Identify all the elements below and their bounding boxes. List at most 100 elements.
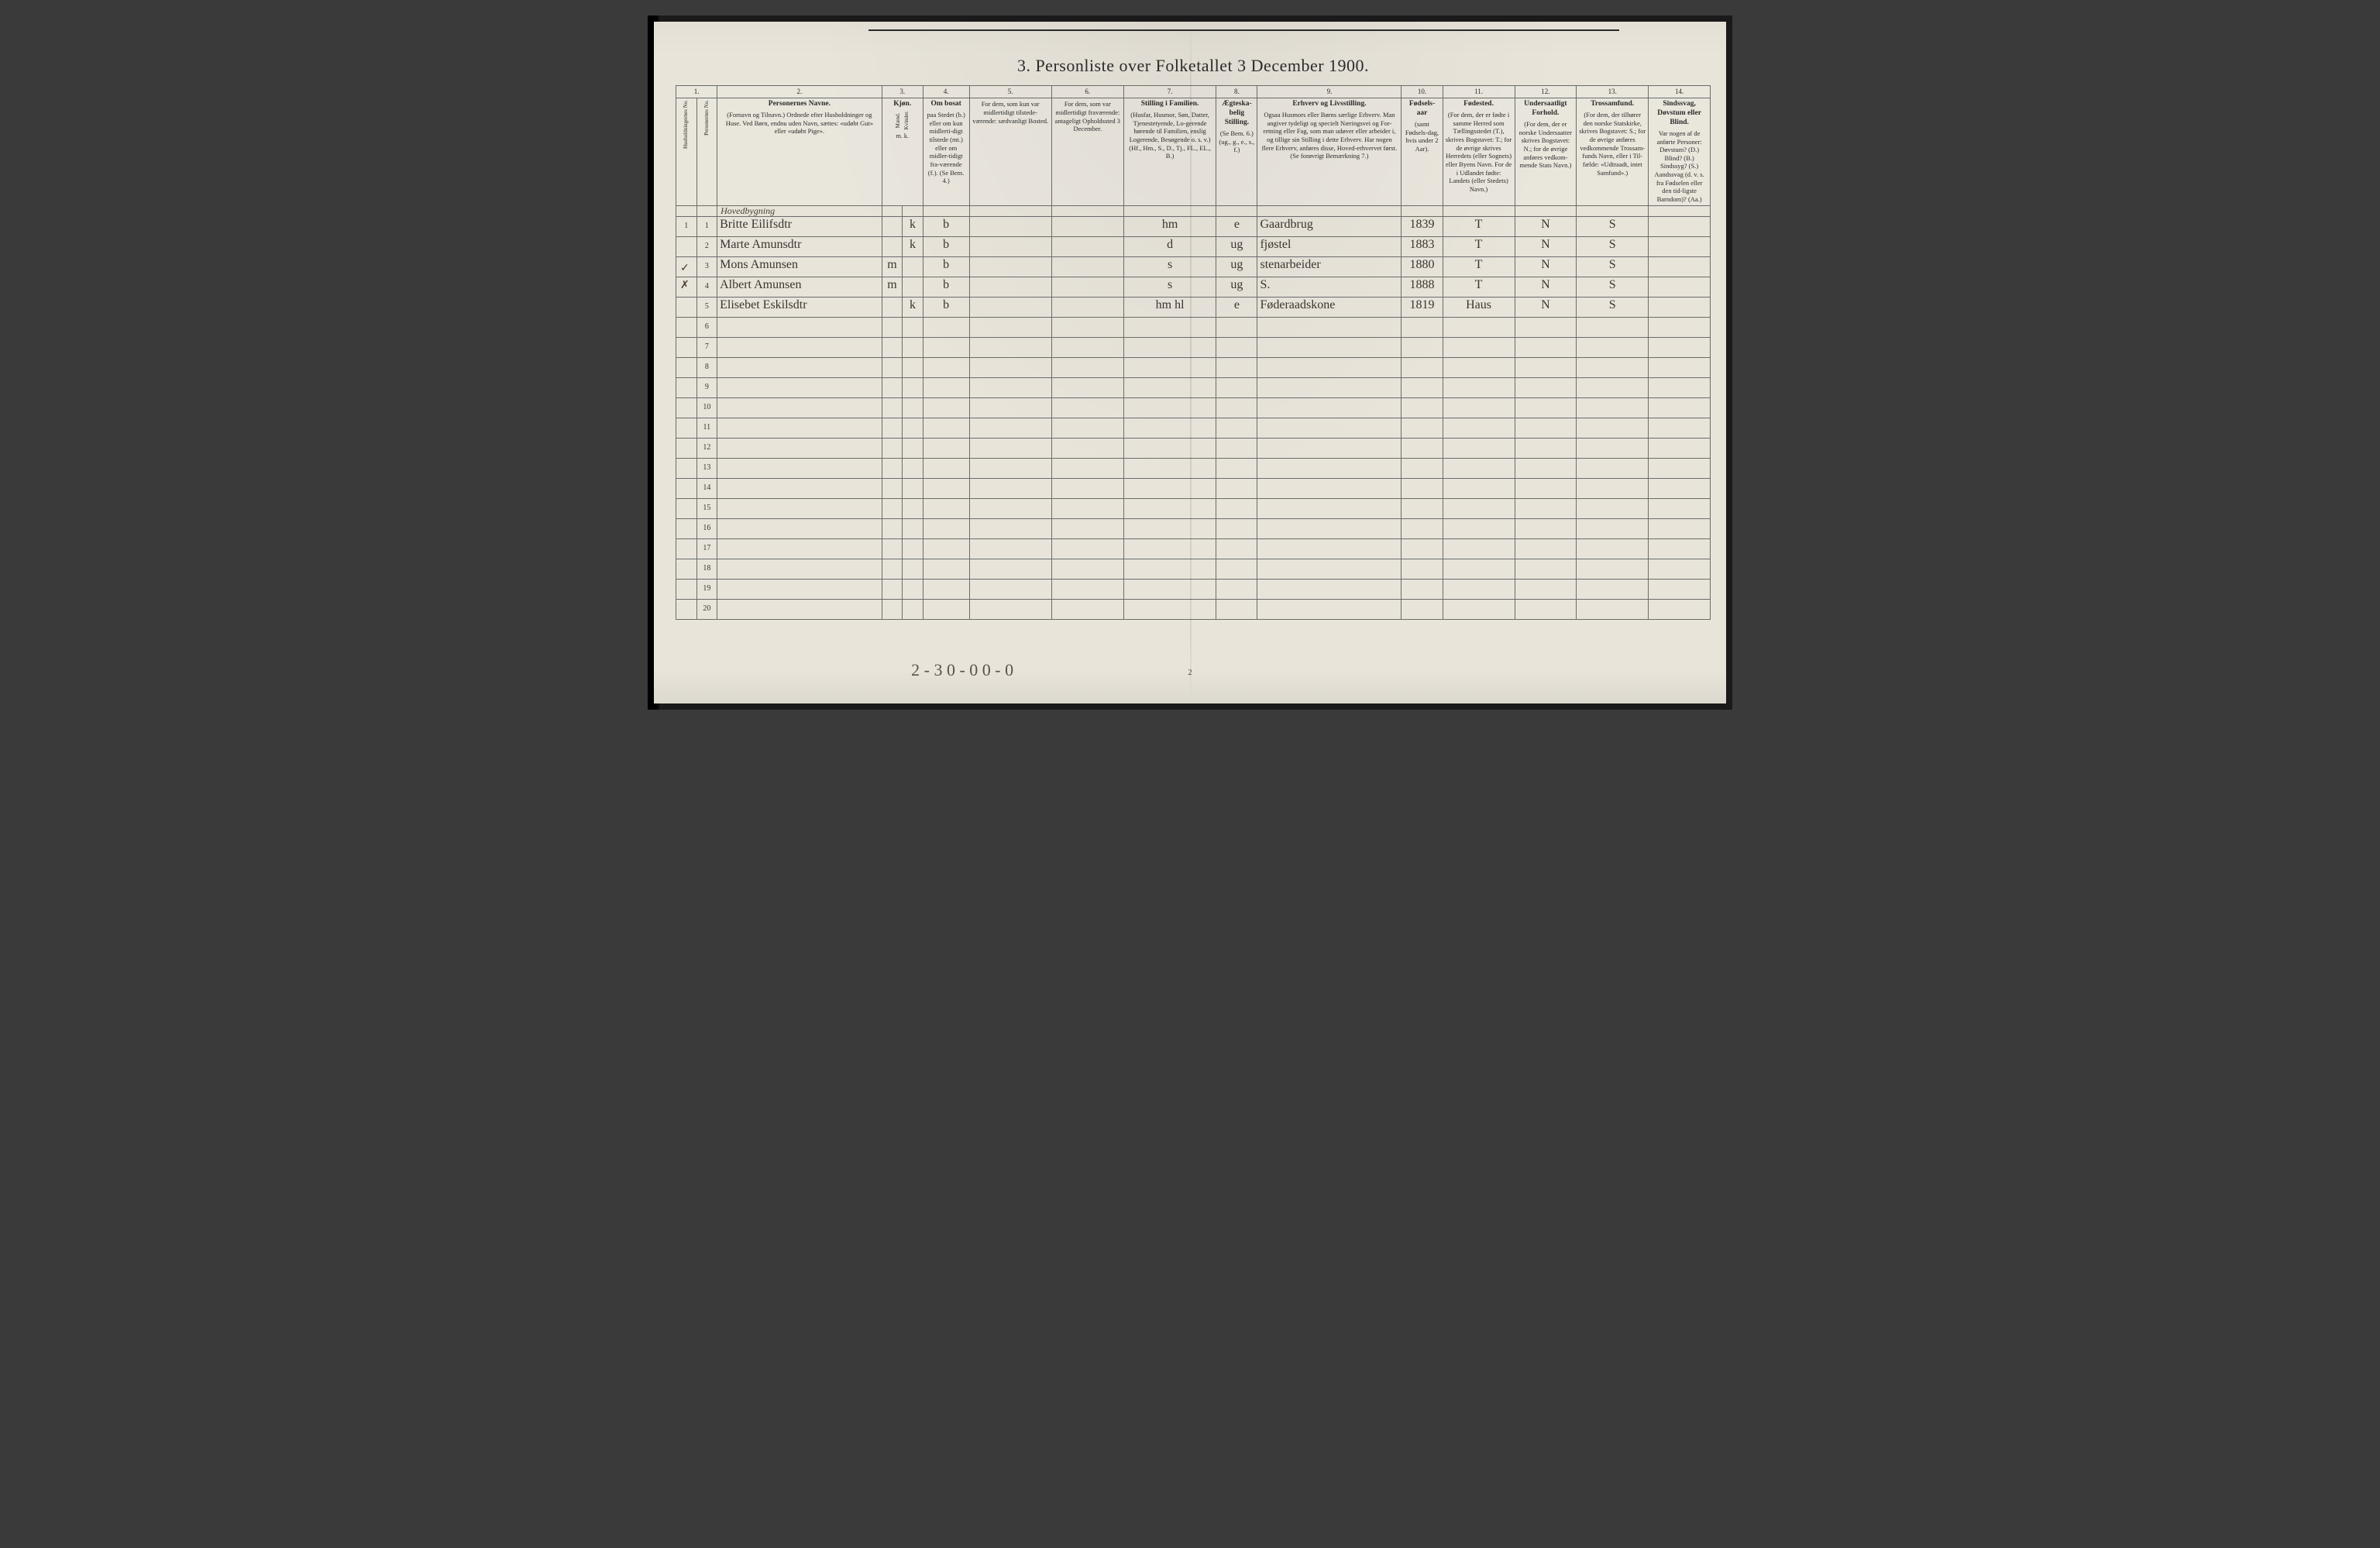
table-row: 7 (676, 337, 1711, 357)
table-cell (1402, 377, 1443, 397)
table-cell (1515, 579, 1577, 599)
colnum-14: 14. (1649, 86, 1711, 98)
table-cell (1649, 438, 1711, 458)
table-cell (1515, 337, 1577, 357)
table-row: 18 (676, 559, 1711, 579)
table-cell (676, 478, 697, 498)
table-cell: m (882, 256, 903, 277)
table-cell (969, 236, 1051, 256)
table-cell (1257, 397, 1402, 418)
table-cell (1443, 357, 1515, 377)
table-cell (969, 478, 1051, 498)
table-cell (1123, 498, 1216, 518)
table-cell (1649, 297, 1711, 317)
table-cell (882, 418, 903, 438)
table-cell (1443, 205, 1515, 216)
table-cell: k (903, 236, 923, 256)
table-cell (903, 458, 923, 478)
hdr-7: Stilling i Familien.(Husfar, Husmor, Søn… (1123, 98, 1216, 205)
table-cell (923, 205, 969, 216)
table-cell (1216, 397, 1257, 418)
table-cell (1577, 205, 1649, 216)
table-cell: hm hl (1123, 297, 1216, 317)
table-cell (969, 579, 1051, 599)
table-cell (969, 216, 1051, 236)
table-cell (676, 438, 697, 458)
table-cell (969, 397, 1051, 418)
table-cell (1577, 559, 1649, 579)
colnum-8: 8. (1216, 86, 1257, 98)
table-cell (1649, 337, 1711, 357)
table-cell (717, 579, 882, 599)
table-cell (676, 498, 697, 518)
table-cell (1402, 317, 1443, 337)
table-cell (1443, 498, 1515, 518)
table-cell: fjøstel (1257, 236, 1402, 256)
table-cell (1216, 518, 1257, 538)
table-cell (1649, 236, 1711, 256)
table-cell (969, 337, 1051, 357)
hdr-3: Kjøn. Mænd. Kvinder. m. k. (882, 98, 923, 205)
table-cell: b (923, 297, 969, 317)
table-cell (1123, 377, 1216, 397)
table-cell (1515, 538, 1577, 559)
table-cell (903, 317, 923, 337)
table-cell (1402, 559, 1443, 579)
table-cell: S (1577, 297, 1649, 317)
table-cell (1649, 579, 1711, 599)
table-cell (1257, 337, 1402, 357)
hdr-9: Erhverv og Livsstilling.Ogsaa Husmors el… (1257, 98, 1402, 205)
census-body: Hovedbygning11Britte EilifsdtrkbhmeGaard… (676, 205, 1711, 619)
table-cell (882, 559, 903, 579)
table-cell (1257, 418, 1402, 438)
table-cell (1402, 458, 1443, 478)
table-cell (1402, 205, 1443, 216)
table-cell (676, 418, 697, 438)
hdr-8: Ægteska-belig Stilling.(Se Bem. 6.) (ug.… (1216, 98, 1257, 205)
table-cell (1515, 458, 1577, 478)
table-cell (717, 397, 882, 418)
table-cell (1051, 377, 1123, 397)
table-cell (903, 377, 923, 397)
table-cell (1216, 478, 1257, 498)
table-cell: 1 (676, 216, 697, 236)
hdr-14: Sindssvag, Døvstum eller Blind.Var nogen… (1649, 98, 1711, 205)
table-cell (923, 397, 969, 418)
table-cell (903, 277, 923, 297)
table-cell (717, 357, 882, 377)
table-cell (923, 538, 969, 559)
table-cell: b (923, 256, 969, 277)
table-cell (1577, 317, 1649, 337)
table-cell (882, 438, 903, 458)
hdr-hno: Husholdningernes No. (676, 98, 697, 205)
table-cell: 8 (696, 357, 717, 377)
column-header-row: Husholdningernes No. Personernes No. Per… (676, 98, 1711, 205)
table-cell (923, 579, 969, 599)
table-cell (1515, 478, 1577, 498)
table-cell: 19 (696, 579, 717, 599)
table-cell (1402, 579, 1443, 599)
colnum-2: 2. (717, 86, 882, 98)
table-cell (1051, 317, 1123, 337)
table-cell (717, 518, 882, 538)
table-cell (1123, 397, 1216, 418)
table-row: 6 (676, 317, 1711, 337)
table-cell (1051, 458, 1123, 478)
table-cell (717, 377, 882, 397)
table-cell: 9 (696, 377, 717, 397)
census-table: 1. 2. 3. 4. 5. 6. 7. 8. 9. 10. 11. 12. 1… (676, 85, 1711, 620)
table-cell (1051, 538, 1123, 559)
table-cell (1051, 256, 1123, 277)
page-title: 3. Personliste over Folketallet 3 Decemb… (676, 56, 1711, 76)
table-cell (1216, 559, 1257, 579)
table-cell (1515, 418, 1577, 438)
table-cell (1515, 377, 1577, 397)
table-cell (1443, 438, 1515, 458)
table-cell: 17 (696, 538, 717, 559)
table-cell: Føderaadskone (1257, 297, 1402, 317)
table-cell (1216, 538, 1257, 559)
table-cell (969, 418, 1051, 438)
table-cell (717, 418, 882, 438)
table-cell (969, 357, 1051, 377)
colnum-12: 12. (1515, 86, 1577, 98)
